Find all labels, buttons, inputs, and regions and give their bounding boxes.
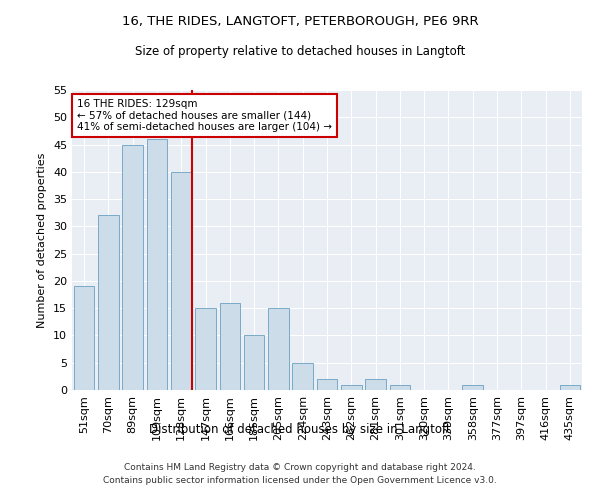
Bar bbox=[463, 384, 483, 390]
Bar bbox=[146, 139, 167, 390]
Text: 16, THE RIDES, LANGTOFT, PETERBOROUGH, PE6 9RR: 16, THE RIDES, LANGTOFT, PETERBOROUGH, P… bbox=[122, 15, 478, 28]
Bar bbox=[74, 286, 94, 390]
Bar bbox=[341, 384, 362, 390]
Bar bbox=[98, 216, 119, 390]
Bar bbox=[195, 308, 216, 390]
Bar bbox=[365, 379, 386, 390]
Text: Contains HM Land Registry data © Crown copyright and database right 2024.: Contains HM Land Registry data © Crown c… bbox=[124, 462, 476, 471]
Y-axis label: Number of detached properties: Number of detached properties bbox=[37, 152, 47, 328]
Text: 16 THE RIDES: 129sqm
← 57% of detached houses are smaller (144)
41% of semi-deta: 16 THE RIDES: 129sqm ← 57% of detached h… bbox=[77, 99, 332, 132]
Text: Size of property relative to detached houses in Langtoft: Size of property relative to detached ho… bbox=[135, 45, 465, 58]
Text: Distribution of detached houses by size in Langtoft: Distribution of detached houses by size … bbox=[149, 422, 451, 436]
Bar bbox=[389, 384, 410, 390]
Bar bbox=[268, 308, 289, 390]
Bar bbox=[317, 379, 337, 390]
Bar bbox=[244, 336, 265, 390]
Bar bbox=[122, 144, 143, 390]
Text: Contains public sector information licensed under the Open Government Licence v3: Contains public sector information licen… bbox=[103, 476, 497, 485]
Bar bbox=[171, 172, 191, 390]
Bar bbox=[292, 362, 313, 390]
Bar bbox=[560, 384, 580, 390]
Bar bbox=[220, 302, 240, 390]
